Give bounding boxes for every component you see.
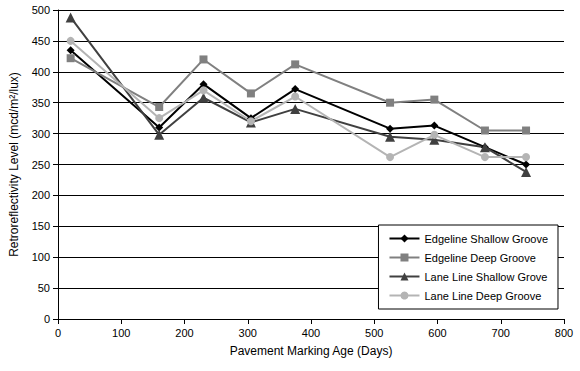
svg-text:50: 50 <box>38 282 50 294</box>
svg-text:500: 500 <box>32 4 50 16</box>
svg-text:300: 300 <box>32 128 50 140</box>
svg-text:800: 800 <box>555 327 573 339</box>
svg-text:600: 600 <box>428 327 446 339</box>
svg-text:250: 250 <box>32 159 50 171</box>
svg-text:100: 100 <box>32 251 50 263</box>
svg-text:500: 500 <box>365 327 383 339</box>
svg-text:Edgeline Shallow Groove: Edgeline Shallow Groove <box>424 233 548 245</box>
svg-text:400: 400 <box>302 327 320 339</box>
svg-text:Lane Line Shallow Grove: Lane Line Shallow Grove <box>424 271 547 283</box>
svg-text:700: 700 <box>492 327 510 339</box>
svg-text:300: 300 <box>239 327 257 339</box>
svg-text:Pavement Marking Age (Days): Pavement Marking Age (Days) <box>230 344 393 358</box>
svg-text:100: 100 <box>112 327 130 339</box>
svg-text:Lane Line Deep Groove: Lane Line Deep Groove <box>424 290 541 302</box>
svg-text:200: 200 <box>175 327 193 339</box>
svg-text:400: 400 <box>32 66 50 78</box>
svg-text:200: 200 <box>32 189 50 201</box>
svg-text:Retroreflectivity Level (mcd/m: Retroreflectivity Level (mcd/m²/lux) <box>7 72 21 257</box>
svg-text:450: 450 <box>32 35 50 47</box>
svg-text:0: 0 <box>44 313 50 325</box>
svg-text:0: 0 <box>55 327 61 339</box>
svg-text:150: 150 <box>32 220 50 232</box>
svg-text:Edgeline Deep Groove: Edgeline Deep Groove <box>424 252 535 264</box>
svg-text:350: 350 <box>32 97 50 109</box>
